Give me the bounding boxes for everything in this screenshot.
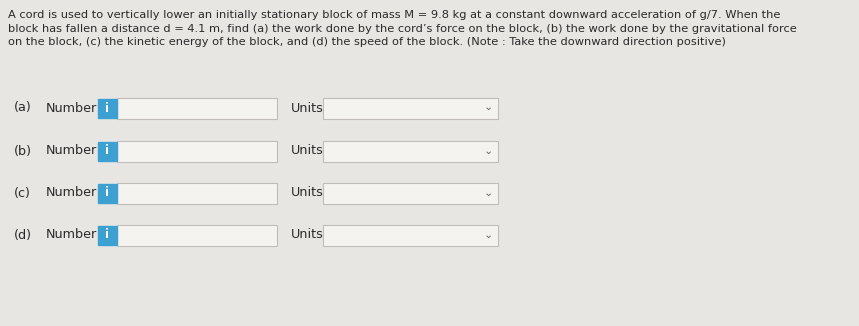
Text: Units: Units bbox=[291, 229, 324, 242]
Text: i: i bbox=[106, 101, 109, 114]
FancyBboxPatch shape bbox=[323, 97, 498, 118]
Text: block has fallen a distance d = 4.1 m, find (a) the work done by the cord’s forc: block has fallen a distance d = 4.1 m, f… bbox=[8, 23, 797, 34]
FancyBboxPatch shape bbox=[117, 97, 277, 118]
Text: ⌄: ⌄ bbox=[484, 102, 493, 112]
Text: Number: Number bbox=[46, 229, 97, 242]
FancyBboxPatch shape bbox=[98, 98, 117, 117]
Text: Units: Units bbox=[291, 101, 324, 114]
Text: on the block, (c) the kinetic energy of the block, and (d) the speed of the bloc: on the block, (c) the kinetic energy of … bbox=[8, 37, 726, 47]
Text: i: i bbox=[106, 229, 109, 242]
Text: Units: Units bbox=[291, 144, 324, 157]
Text: i: i bbox=[106, 186, 109, 200]
Text: (d): (d) bbox=[14, 229, 32, 242]
Text: A cord is used to vertically lower an initially stationary block of mass M = 9.8: A cord is used to vertically lower an in… bbox=[8, 10, 780, 20]
FancyBboxPatch shape bbox=[323, 141, 498, 161]
Text: ⌄: ⌄ bbox=[484, 187, 493, 198]
FancyBboxPatch shape bbox=[98, 226, 117, 244]
FancyBboxPatch shape bbox=[98, 141, 117, 160]
FancyBboxPatch shape bbox=[117, 141, 277, 161]
Text: Number: Number bbox=[46, 144, 97, 157]
Text: ⌄: ⌄ bbox=[484, 230, 493, 240]
Text: (b): (b) bbox=[14, 144, 32, 157]
FancyBboxPatch shape bbox=[323, 183, 498, 203]
Text: (c): (c) bbox=[14, 186, 31, 200]
Text: ⌄: ⌄ bbox=[484, 145, 493, 156]
FancyBboxPatch shape bbox=[98, 184, 117, 202]
FancyBboxPatch shape bbox=[117, 225, 277, 245]
Text: i: i bbox=[106, 144, 109, 157]
Text: Number: Number bbox=[46, 101, 97, 114]
Text: Units: Units bbox=[291, 186, 324, 200]
Text: Number: Number bbox=[46, 186, 97, 200]
Text: (a): (a) bbox=[14, 101, 32, 114]
FancyBboxPatch shape bbox=[117, 183, 277, 203]
FancyBboxPatch shape bbox=[323, 225, 498, 245]
